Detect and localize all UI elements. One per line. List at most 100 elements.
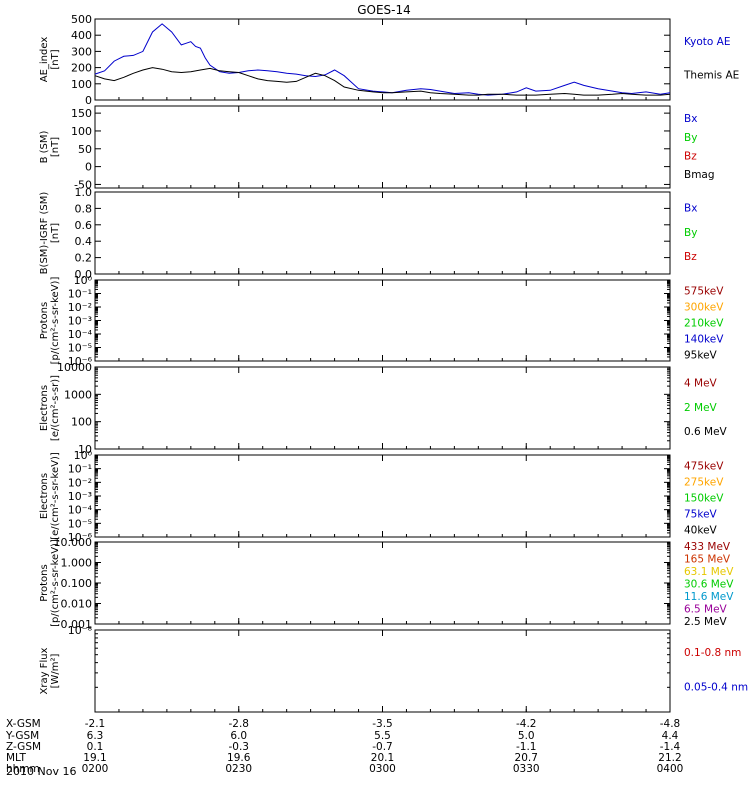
y-axis-label: [e/(cm²-s-sr)] bbox=[50, 375, 61, 441]
panel-frame bbox=[94, 454, 671, 538]
legend-label: 433 MeV bbox=[684, 541, 731, 553]
x-axis-value: 0330 bbox=[513, 763, 540, 775]
y-tick-label: 100 bbox=[71, 78, 92, 91]
y-axis-label: [p/(cm²-s-sr-keV)] bbox=[50, 277, 61, 365]
date-label: 2010 Nov 16 bbox=[6, 765, 76, 778]
y-axis-label: B(SM)-IGRF (SM) bbox=[39, 192, 50, 275]
plot-title: GOES-14 bbox=[357, 3, 411, 17]
y-tick-label: 10⁻³ bbox=[68, 490, 92, 503]
x-axis-value: -0.3 bbox=[229, 741, 250, 753]
y-tick-label: 10⁻⁴ bbox=[68, 328, 93, 341]
legend-label: 0.6 MeV bbox=[684, 426, 728, 438]
legend-label: Bmag bbox=[684, 169, 715, 181]
x-axis-value: -2.1 bbox=[85, 718, 106, 730]
legend-label: Bz bbox=[684, 251, 697, 263]
panel-5: 10 100 1000 10000 Electrons [e/(cm²-s-sr)] 4 M… bbox=[39, 361, 728, 456]
y-tick-label: 0.8 bbox=[75, 202, 93, 215]
x-axis-value: 19.6 bbox=[227, 752, 251, 764]
y-axis-label: Electrons bbox=[39, 473, 50, 519]
x-axis-value: 20.1 bbox=[371, 752, 394, 764]
y-tick-label: 10⁻⁴ bbox=[68, 504, 93, 517]
y-axis-label: Protons bbox=[39, 302, 50, 339]
legend-label: 210keV bbox=[684, 317, 724, 329]
y-tick-label: 10⁻⁶ bbox=[68, 355, 93, 368]
panel-2: -50 0 50 100 150 B (SM) [nT] Bx By Bz Bmag bbox=[39, 105, 715, 191]
y-tick-label: 0 bbox=[85, 94, 92, 107]
legend-label: 75keV bbox=[684, 508, 718, 520]
panel-frame bbox=[94, 366, 671, 450]
x-axis-value: -0.7 bbox=[372, 741, 393, 753]
legend-label: 40keV bbox=[684, 524, 718, 536]
x-axis-value: 5.5 bbox=[374, 730, 391, 742]
legend-label: 150keV bbox=[684, 492, 724, 504]
panel-frame bbox=[94, 541, 671, 625]
y-axis-label: [nT] bbox=[50, 137, 61, 157]
y-tick-label: 1000 bbox=[64, 388, 92, 401]
y-tick-label: 10⁻¹ bbox=[68, 288, 92, 301]
y-tick-label: 0.0 bbox=[75, 268, 93, 281]
legend-label: By bbox=[684, 132, 697, 144]
y-tick-label: 0.6 bbox=[75, 219, 93, 232]
y-tick-label: 0.4 bbox=[75, 235, 93, 248]
y-tick-label: 10000 bbox=[57, 361, 92, 374]
series-line-kyoto-ae bbox=[94, 23, 671, 96]
legend-label: 6.5 MeV bbox=[684, 604, 728, 616]
y-axis-label: [e/(cm²-s-sr-keV)] bbox=[50, 452, 61, 540]
x-axis-value: -3.5 bbox=[372, 718, 393, 730]
y-axis-label: Xray Flux bbox=[39, 647, 50, 694]
legend-label: 575keV bbox=[684, 285, 724, 297]
panel-frame bbox=[94, 18, 671, 101]
y-tick-label: 200 bbox=[71, 62, 92, 75]
y-axis-label: [W/m²] bbox=[50, 653, 61, 688]
y-axis-label: AE_index bbox=[39, 37, 50, 83]
panel-1: 0 100 200 300 400 500 AE_index [nT] Kyoto AE Them… bbox=[39, 13, 739, 107]
y-tick-label: 100 bbox=[71, 125, 92, 138]
y-tick-label: 0.100 bbox=[61, 577, 93, 590]
x-axis-value: -4.2 bbox=[516, 718, 537, 730]
y-tick-label: 0.2 bbox=[75, 252, 93, 265]
panel-3: 0.0 0.2 0.4 0.6 0.8 1.0 B(SM)-IGRF (SM) [nT] Bx B… bbox=[39, 186, 697, 281]
y-tick-label: -50 bbox=[74, 178, 92, 191]
legend-label: 2.5 MeV bbox=[684, 616, 728, 628]
x-axis-value: 20.7 bbox=[515, 752, 538, 764]
x-axis-row-label: hhmm bbox=[6, 763, 40, 775]
y-axis-label: Electrons bbox=[39, 385, 50, 431]
legend-label: 2 MeV bbox=[684, 402, 718, 414]
y-tick-label: 300 bbox=[71, 45, 92, 58]
y-tick-label: 10⁻² bbox=[68, 301, 92, 314]
x-axis-row-label: Y-GSM bbox=[5, 730, 39, 742]
x-axis-value: -1.4 bbox=[660, 741, 681, 753]
legend-label: 475keV bbox=[684, 460, 724, 472]
x-axis-value: 6.3 bbox=[87, 730, 104, 742]
x-axis-row-label: MLT bbox=[6, 752, 26, 764]
legend-label: Bx bbox=[684, 203, 697, 215]
x-axis-value: 19.1 bbox=[83, 752, 106, 764]
y-tick-label: 10⁻⁸ bbox=[68, 624, 93, 637]
y-tick-label: 10⁰ bbox=[74, 449, 93, 462]
legend-label: Kyoto AE bbox=[684, 36, 730, 48]
x-axis-value: 0400 bbox=[657, 763, 684, 775]
legend-label: 0.1-0.8 nm bbox=[684, 647, 741, 659]
x-axis-value: 0200 bbox=[82, 763, 109, 775]
legend-label: Bz bbox=[684, 150, 697, 162]
legend-label: 63.1 MeV bbox=[684, 566, 734, 578]
y-axis-label: [p/(cm²-s-sr-keV)] bbox=[50, 539, 61, 627]
x-axis-value: 0.1 bbox=[87, 741, 104, 753]
x-axis-value: 0300 bbox=[369, 763, 396, 775]
legend-label: 300keV bbox=[684, 301, 724, 313]
legend-label: 275keV bbox=[684, 476, 724, 488]
y-tick-label: 10⁻⁵ bbox=[68, 342, 92, 355]
legend-label: 95keV bbox=[684, 349, 718, 361]
x-axis-value: 5.0 bbox=[518, 730, 535, 742]
panel-frame bbox=[94, 105, 671, 189]
y-tick-label: 10⁰ bbox=[74, 274, 93, 287]
legend-label: Themis AE bbox=[683, 70, 739, 82]
y-tick-label: 0.001 bbox=[61, 618, 93, 631]
x-axis-value: 4.4 bbox=[662, 730, 679, 742]
y-tick-label: 10⁻⁶ bbox=[68, 531, 93, 544]
